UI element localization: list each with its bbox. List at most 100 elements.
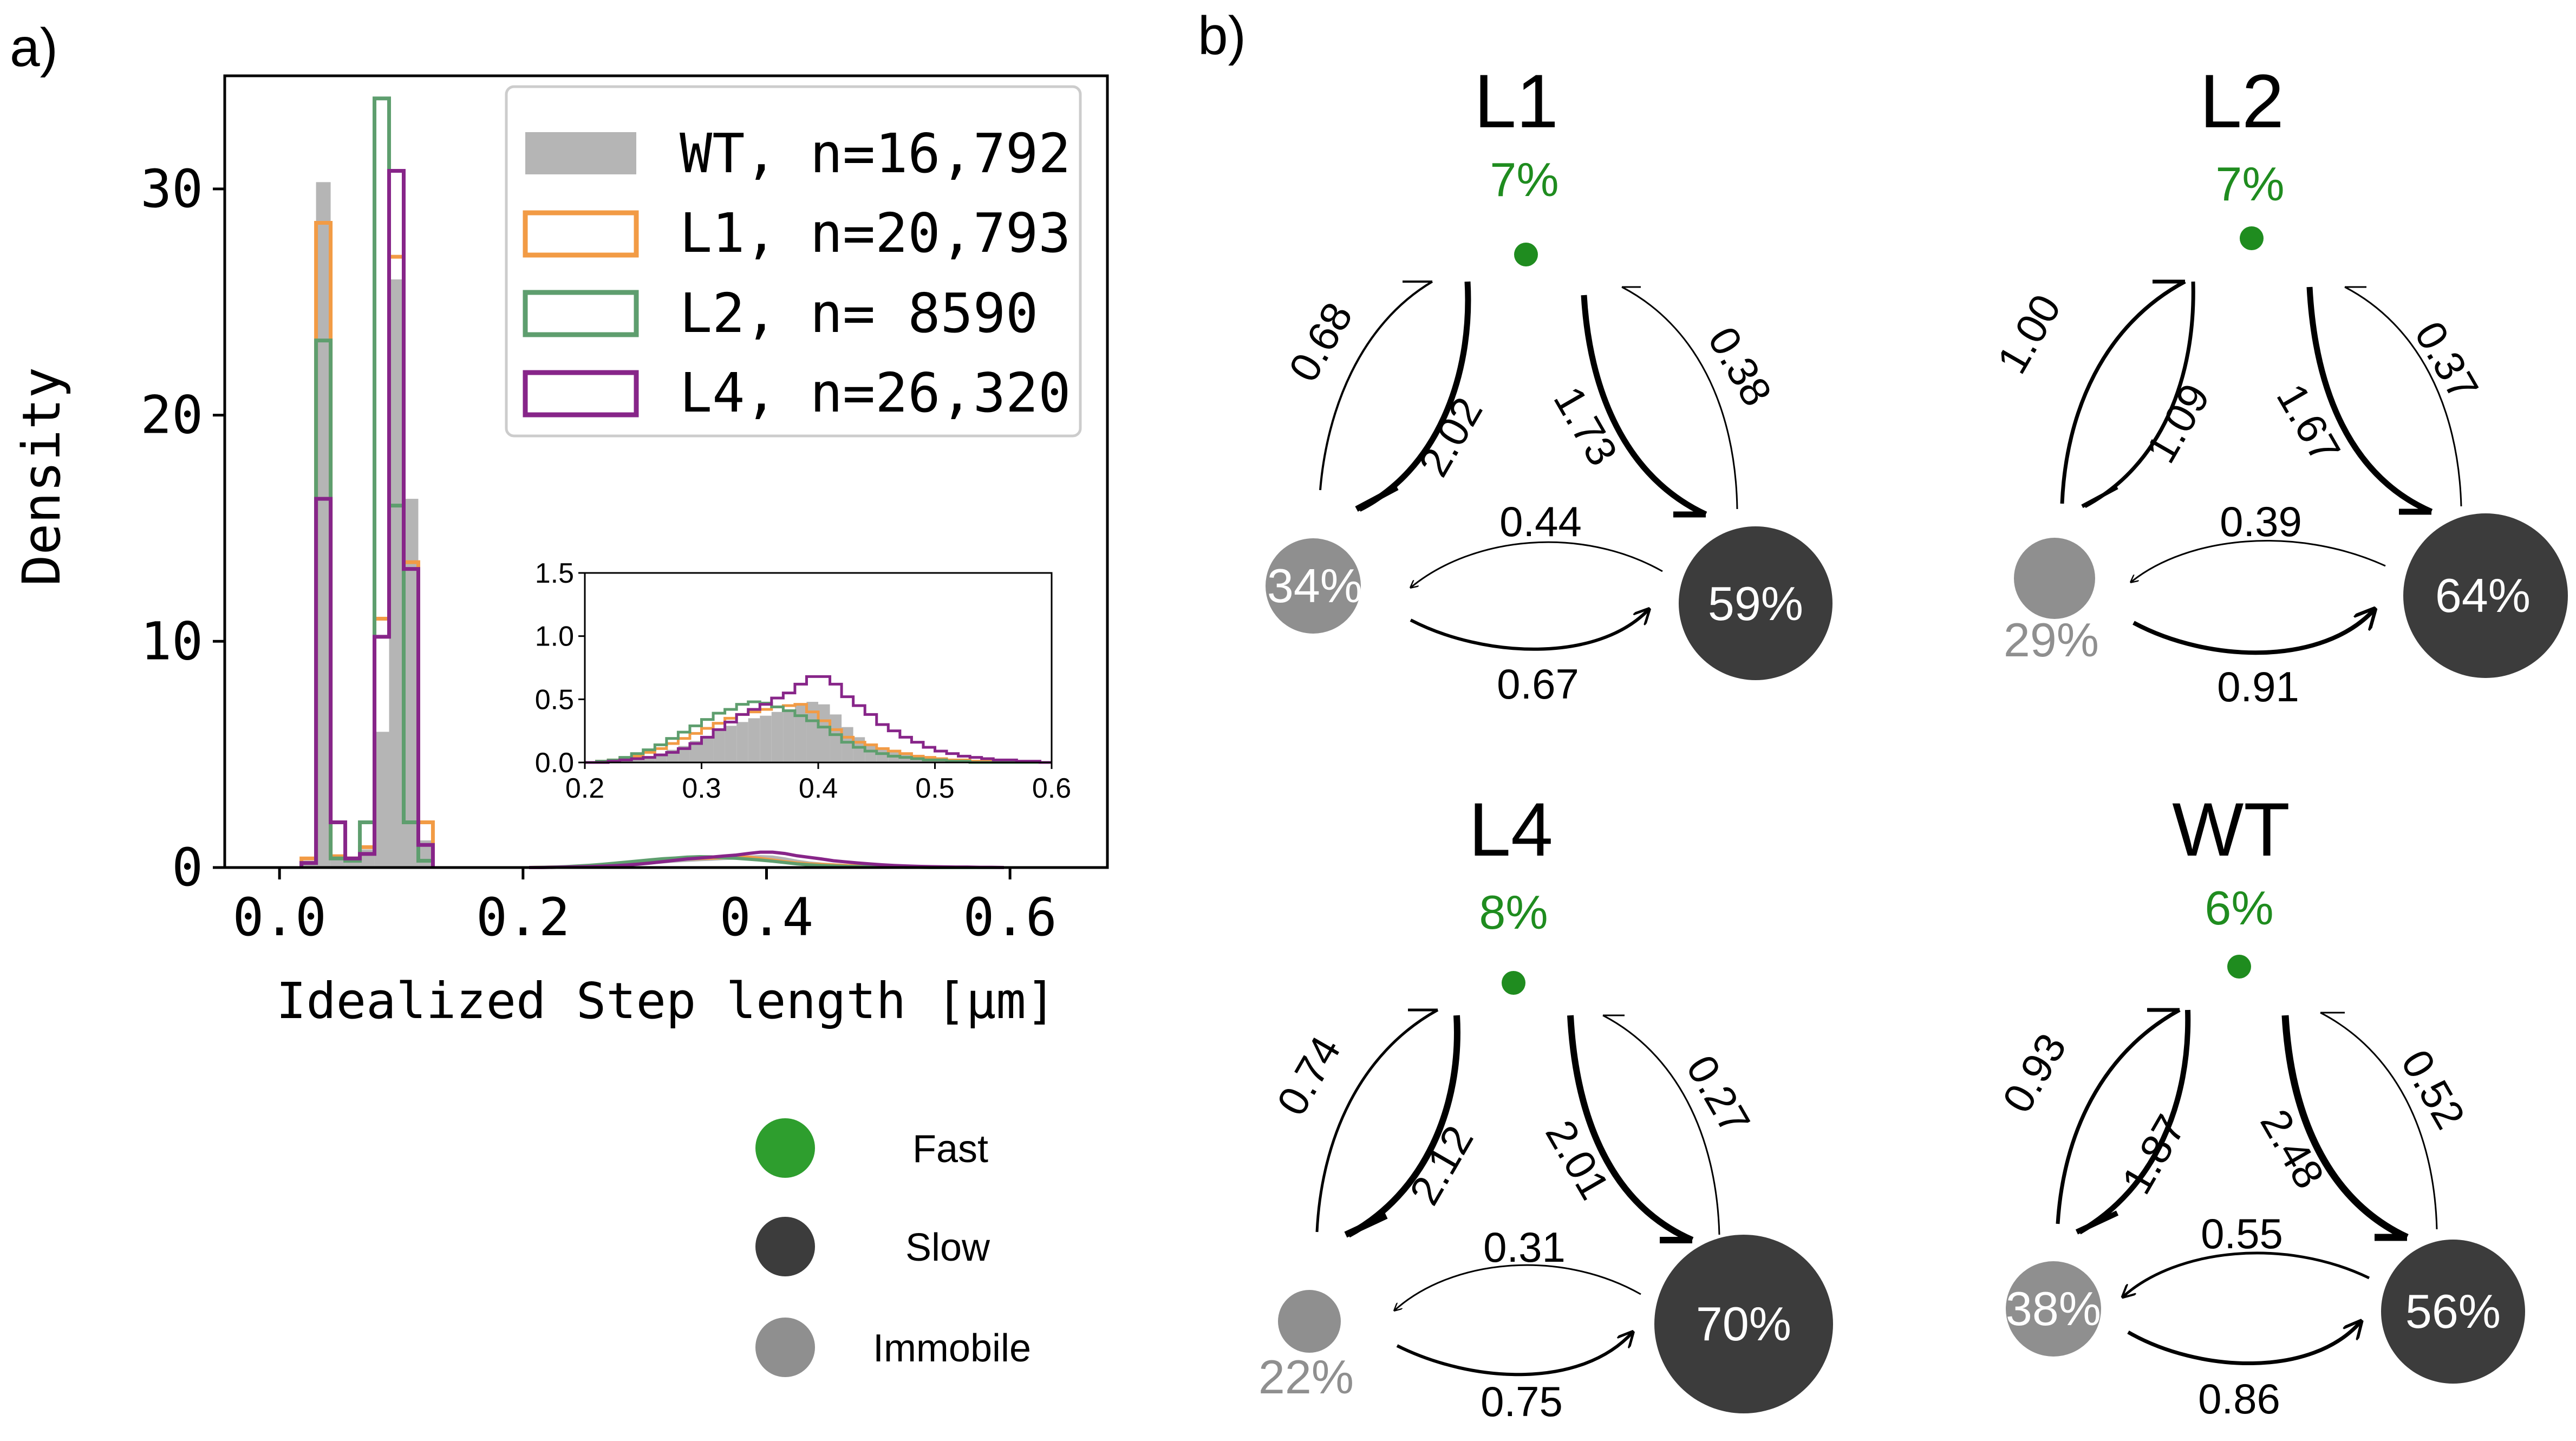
arrow-fast-to-immobile — [2084, 281, 2195, 508]
arrow-fast-to-slow — [2281, 1015, 2409, 1241]
histogram-legend: WT, n=16,792 L1, n=20,793 L2, n= 8590 L4… — [505, 85, 1082, 438]
inset-x-tick-label: 0.5 — [915, 773, 954, 804]
panel-b-label: b) — [1198, 5, 1246, 66]
state-diagram-l2: L2 7% 29% 64% 1.00 1.09 1.67 0.37 0.39 0… — [1988, 58, 2568, 710]
immobile-percent: 38% — [2006, 1282, 2101, 1335]
legend-box — [505, 85, 1082, 438]
slow-legend-marker — [755, 1217, 815, 1276]
rate-slow-to-fast: 0.27 — [1677, 1047, 1759, 1142]
arrow-fast-to-immobile — [1347, 1015, 1460, 1238]
slow-percent: 64% — [2435, 569, 2531, 622]
inset-bar-wt — [783, 709, 795, 762]
inset-y-tick-label: 0.5 — [535, 684, 574, 715]
diagram-title: L2 — [2200, 58, 2284, 144]
inset-x-tick-label: 0.6 — [1032, 773, 1071, 804]
arrow-slow-to-fast — [1602, 1014, 1720, 1235]
arrowhead-fast-to-immobile — [2075, 1210, 2119, 1235]
inset-plot: 0.2 0.3 0.4 0.5 0.6 0.0 0.5 1.0 1.5 — [535, 558, 1071, 804]
slow-state-node — [1679, 526, 1832, 680]
diagram-title: L1 — [1474, 58, 1558, 144]
fast-state-node — [1514, 243, 1538, 266]
inset-bar-wt — [713, 731, 725, 762]
arrow-fast-to-slow — [2306, 286, 2433, 515]
arrowhead-fast-to-immobile — [2081, 485, 2118, 508]
inset-bar-wt — [865, 744, 877, 762]
fast-state-node — [2227, 955, 2251, 979]
inset-bar-wt — [643, 756, 655, 762]
rate-immobile-to-slow: 0.86 — [2198, 1375, 2280, 1423]
fast-legend-label: Fast — [912, 1127, 988, 1171]
arrowhead-fast-to-immobile — [1344, 1212, 1388, 1238]
arrow-slow-to-immobile — [2131, 540, 2386, 582]
rate-slow-to-fast: 0.38 — [1699, 319, 1781, 414]
fast-legend-marker — [755, 1118, 815, 1178]
x-tick-label: 0.2 — [476, 887, 570, 948]
state-legend: Fast Slow Immobile — [755, 1118, 1031, 1377]
slow-percent: 59% — [1708, 577, 1803, 630]
x-tick-label: 0.0 — [232, 887, 326, 948]
legend-swatch-l4 — [523, 370, 639, 418]
fast-state-node — [1502, 971, 1525, 995]
rate-slow-to-immobile: 0.31 — [1483, 1223, 1566, 1271]
fast-state-node — [2240, 226, 2264, 250]
x-tick-label: 0.6 — [963, 887, 1057, 948]
legend-label-l1: L1, n=20,793 — [680, 201, 1071, 265]
inset-bar-wt — [678, 746, 690, 762]
state-diagram-l1: L1 7% 34% 59% 0.68 2.02 1.73 0.38 0.44 0… — [1266, 58, 1832, 708]
arrow-slow-to-fast — [1621, 286, 1738, 510]
arrow-immobile-to-slow — [1410, 609, 1649, 651]
immobile-state-node — [1278, 1290, 1341, 1353]
state-diagram-wt: WT 6% 38% 56% 0.93 1.87 2.48 0.52 0.55 0… — [1993, 787, 2525, 1423]
rate-fast-to-immobile: 1.87 — [2112, 1107, 2195, 1202]
bar-wt — [330, 858, 345, 868]
immobile-legend-marker — [755, 1318, 815, 1377]
immobile-state-node — [2006, 1261, 2101, 1357]
inset-x-tick-label: 0.3 — [682, 773, 721, 804]
diagram-title: L4 — [1469, 787, 1553, 872]
inset-bar-wt — [631, 759, 643, 762]
inset-bar-wt — [842, 727, 853, 762]
fast-percent: 8% — [1479, 885, 1548, 939]
legend-label-l4: L4, n=26,320 — [680, 361, 1071, 425]
y-tick-label: 20 — [140, 385, 203, 446]
inset-bar-wt — [689, 741, 702, 762]
immobile-percent: 29% — [2004, 613, 2099, 667]
immobile-state-node — [2014, 538, 2095, 619]
inset-bar-wt — [748, 718, 760, 762]
inset-bar-wt — [818, 704, 830, 762]
inset-wt-bars — [608, 702, 1005, 762]
inset-axis-ticks: 0.2 0.3 0.4 0.5 0.6 0.0 0.5 1.0 1.5 — [535, 558, 1071, 804]
slow-legend-label: Slow — [905, 1226, 990, 1269]
legend-swatch-l1 — [523, 210, 639, 258]
inset-step-line-l4 — [585, 675, 1052, 764]
fast-percent: 7% — [2215, 157, 2284, 211]
rate-slow-to-immobile: 0.39 — [2220, 498, 2302, 545]
histogram-step-lines — [299, 96, 435, 868]
arrow-slow-to-immobile — [2123, 1251, 2370, 1297]
arrow-slow-to-immobile — [1411, 541, 1663, 588]
inset-y-tick-label: 1.5 — [535, 558, 574, 589]
x-axis-label: Idealized Step length [μm] — [276, 972, 1056, 1030]
arrowhead-fast-to-immobile — [1355, 485, 1399, 512]
slow-state-node — [1654, 1235, 1833, 1413]
arrow-slow-to-fast — [2320, 1012, 2438, 1230]
state-diagram-l4: L4 8% 22% 70% 0.74 2.12 2.01 0.27 0.31 0… — [1258, 787, 1833, 1425]
y-axis-label: Density — [11, 367, 72, 586]
rate-slow-to-fast: 0.52 — [2392, 1042, 2474, 1137]
fast-percent: 6% — [2205, 881, 2273, 935]
arrow-immobile-to-slow — [2132, 609, 2375, 655]
inset-bar-wt — [806, 702, 818, 762]
inset-bar-wt — [760, 715, 772, 762]
slow-state-node — [2403, 513, 2568, 678]
slow-state-node — [2381, 1240, 2525, 1384]
arrow-slow-to-immobile — [1394, 1264, 1641, 1310]
step-line-l1 — [299, 221, 435, 868]
legend-label-wt: WT, n=16,792 — [680, 122, 1071, 185]
bar-wt — [389, 279, 404, 868]
arrow-slow-to-fast — [2344, 286, 2462, 507]
inset-bar-wt — [736, 722, 748, 762]
legend-swatch-l2 — [523, 290, 639, 337]
rate-fast-to-slow: 1.67 — [2267, 376, 2350, 471]
rate-fast-to-immobile: 2.02 — [1410, 389, 1492, 484]
